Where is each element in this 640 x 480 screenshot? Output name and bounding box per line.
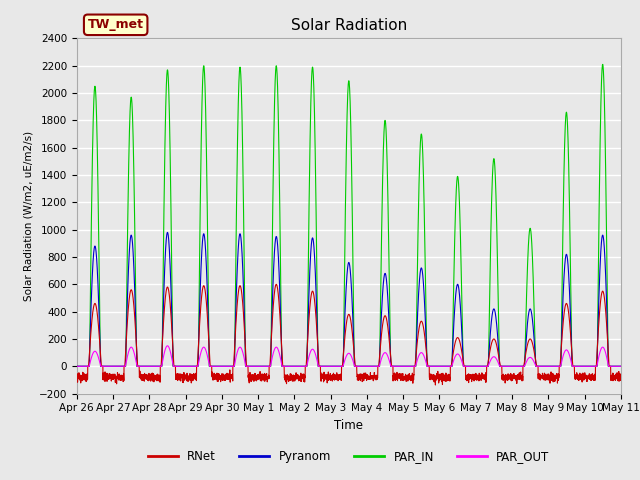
Legend: RNet, Pyranom, PAR_IN, PAR_OUT: RNet, Pyranom, PAR_IN, PAR_OUT xyxy=(143,445,554,468)
Y-axis label: Solar Radiation (W/m2, uE/m2/s): Solar Radiation (W/m2, uE/m2/s) xyxy=(23,131,33,301)
X-axis label: Time: Time xyxy=(334,419,364,432)
Text: TW_met: TW_met xyxy=(88,18,144,31)
Title: Solar Radiation: Solar Radiation xyxy=(291,18,407,33)
